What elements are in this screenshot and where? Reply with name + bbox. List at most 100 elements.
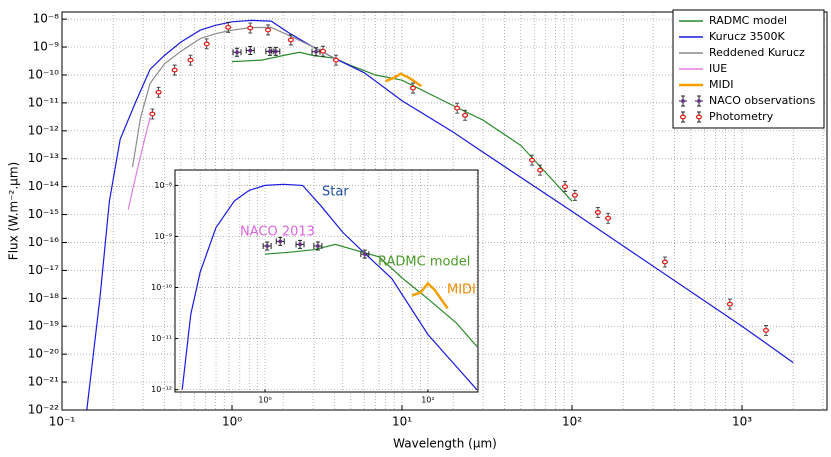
legend-swatch [679,114,687,120]
naco-point [271,46,281,56]
series-line [385,72,423,88]
y-tick-label: 10⁻¹⁸ [28,291,59,305]
photometry-point [171,64,178,76]
y-tick-label: 10⁻¹² [28,123,59,137]
y-tick-label: 10⁻⁹ [33,40,60,54]
photometry-point [265,24,272,36]
annotation: NACO 2013 [240,225,315,240]
marker [268,49,272,53]
photometry-point [661,256,668,268]
photometry-point [528,154,536,166]
photometry-point [319,45,327,57]
annotation: RADMC model [378,255,470,270]
series-line [411,281,449,310]
photometry-point [155,86,162,98]
naco-point [313,241,323,251]
y-tick-label: 10⁻¹⁷ [28,263,59,277]
marker [363,252,367,256]
y-tick-label: 10⁻¹⁵ [28,207,59,221]
marker [605,215,612,221]
legend-swatch [681,99,685,103]
legend-label: Kurucz 3500K [709,30,785,43]
plot-frame [174,169,479,393]
legend-label: Photometry [709,110,774,123]
marker [278,239,282,243]
x-tick-label: 10¹ [421,396,434,405]
naco-point [275,236,285,246]
series-line [181,183,478,391]
marker [265,244,269,248]
y-tick-label: 10⁻¹² [151,385,172,394]
photometry-point [605,212,612,224]
marker [247,25,254,31]
annotation: Star [322,185,349,200]
photometry-point [187,54,194,66]
legend-label: NACO observations [709,94,815,107]
marker [762,327,770,333]
y-tick-label: 10⁻²⁰ [28,347,59,361]
marker [149,111,156,117]
photometry-point [203,38,210,50]
y-tick-label: 10⁻⁸ [33,12,60,26]
y-tick-label: 10⁻¹³ [28,151,59,165]
naco-point [360,249,370,259]
plot-area [175,170,478,392]
legend-label: MIDI [709,78,733,91]
photometry-point [454,102,461,114]
photometry-point [762,324,770,336]
marker [561,184,569,190]
photometry-point [409,82,417,94]
marker [248,48,252,53]
legend-label: IUE [709,62,727,75]
marker [298,242,302,246]
photometry-point [225,21,232,33]
photometry-point [332,54,340,66]
photometry-point [537,164,544,176]
series-line [231,51,573,202]
naco-point [295,239,305,249]
marker [225,24,232,30]
naco-point [245,46,255,56]
marker [571,192,578,198]
y-tick-label: 10⁻⁸ [154,181,172,190]
marker [726,301,733,307]
x-axis-label: Wavelength (μm) [393,437,497,451]
marker [537,167,544,173]
inset: 10⁰ 10¹ 10⁻¹² 10⁻¹¹ 10⁻¹⁰ 10⁻⁹ 10⁻⁸ Star NACO 20… [151,169,479,405]
y-tick-label: 10⁻⁹ [154,232,172,241]
marker [462,112,469,118]
naco-point [232,47,242,57]
marker [528,157,536,163]
marker [316,244,320,248]
x-tick-label: 10⁻¹ [49,415,76,429]
marker [235,50,239,54]
photometry-point [149,108,156,120]
series-group [86,19,794,410]
y-tick-label: 10⁻¹⁹ [28,319,59,333]
x-tick-label: 10² [562,415,582,429]
y-tick-label: 10⁻²¹ [28,375,59,389]
photometry-point [726,298,733,310]
marker [203,41,210,47]
photometry-point [462,109,469,121]
y-tick-label: 10⁻¹⁶ [28,235,59,249]
x-tick-label: 10³ [732,415,752,429]
legend: RADMC model Kurucz 3500K Reddened Kurucz IU… [672,9,825,129]
legend-swatch [697,99,701,103]
marker [332,57,340,63]
y-axis-label: Flux (W.m⁻².μm) [7,162,21,260]
marker [265,27,272,33]
marker [661,259,668,265]
marker [274,49,278,53]
x-tick-label: 10⁰ [222,415,242,429]
legend-swatch [695,114,703,120]
marker [319,48,327,54]
photometry-point [247,22,254,34]
series-line [131,26,335,168]
legend-label: Reddened Kurucz [709,46,805,59]
series-group [181,183,478,391]
marker [287,37,294,43]
legend-label: RADMC model [709,14,787,27]
y-tick-label: 10⁻¹⁰ [151,283,172,292]
